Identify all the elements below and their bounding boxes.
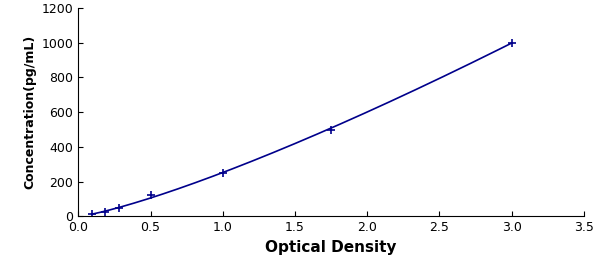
- X-axis label: Optical Density: Optical Density: [265, 240, 397, 255]
- Y-axis label: Concentration(pg/mL): Concentration(pg/mL): [23, 35, 36, 189]
